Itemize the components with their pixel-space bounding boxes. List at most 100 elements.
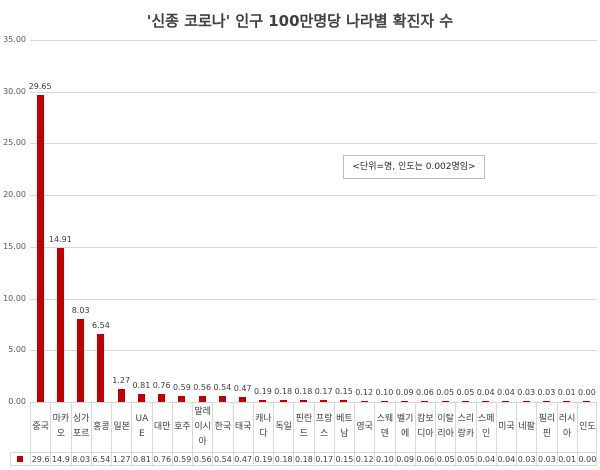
category-label: 핀란 드 — [293, 402, 313, 452]
table-border — [596, 402, 597, 466]
category-label: 필리 핀 — [536, 402, 556, 452]
category-label: 스웨 덴 — [374, 402, 394, 452]
bar[interactable] — [563, 400, 571, 402]
table-value: 0.04 — [495, 452, 516, 466]
category-label: 프랑 스 — [313, 402, 334, 452]
data-label: 0.17 — [314, 387, 333, 397]
table-value: 0.19 — [252, 452, 273, 466]
table-value: 0.09 — [394, 452, 415, 466]
bar[interactable] — [542, 400, 550, 402]
data-label: 0.47 — [233, 384, 252, 394]
category-label: 캄보 디아 — [414, 402, 435, 452]
bar[interactable] — [360, 400, 368, 402]
table-value: 0.06 — [414, 452, 435, 466]
category-label: 대만 — [151, 402, 172, 452]
bar[interactable] — [482, 400, 490, 402]
data-label: 14.91 — [48, 234, 72, 244]
chart-title: '신종 코로나' 인구 100만명당 나라별 확진자 수 — [146, 12, 454, 30]
category-label: 싱가 포르 — [70, 402, 91, 452]
data-label: 0.81 — [132, 380, 151, 390]
category-label: UAE — [131, 402, 151, 452]
y-axis-tick: 20.00 — [3, 190, 26, 199]
category-label: 이탈 리아 — [435, 402, 455, 452]
category-label: 인도 — [576, 402, 597, 452]
y-axis-tick: 10.00 — [3, 294, 26, 303]
data-label: 0.19 — [253, 387, 272, 397]
table-value: 0.18 — [293, 452, 314, 466]
table-value: 0.76 — [151, 452, 172, 466]
bar[interactable] — [461, 400, 469, 402]
bar[interactable] — [178, 395, 186, 402]
data-label: 0.05 — [456, 387, 475, 397]
category-label: 중국 — [30, 402, 50, 452]
category-label: 미국 — [495, 402, 516, 452]
bar[interactable] — [320, 400, 328, 402]
y-axis-tick: 5.00 — [8, 345, 26, 354]
gridline — [30, 143, 597, 144]
category-label: 캐나 다 — [252, 402, 273, 452]
table-value: 0.59 — [171, 452, 192, 466]
bar[interactable] — [56, 247, 64, 402]
data-label: 0.18 — [294, 387, 313, 397]
table-value: 0.00 — [576, 452, 597, 466]
data-label: 0.03 — [517, 387, 536, 397]
gridline — [30, 247, 597, 248]
data-label: 0.04 — [496, 387, 515, 397]
legend-cell — [10, 452, 30, 466]
bar[interactable] — [259, 400, 267, 402]
bar[interactable] — [583, 401, 591, 402]
table-value: 0.17 — [313, 452, 334, 466]
bar[interactable] — [198, 396, 206, 402]
bar[interactable] — [299, 400, 307, 402]
category-label: 베트 남 — [333, 402, 354, 452]
data-label: 0.12 — [355, 387, 374, 397]
category-label: 호주 — [171, 402, 192, 452]
bar[interactable] — [239, 397, 247, 402]
y-axis-tick: 30.00 — [3, 87, 26, 96]
table-value: 0.54 — [212, 452, 233, 466]
data-label: 6.54 — [91, 321, 110, 331]
y-axis-tick: 0.00 — [8, 397, 26, 406]
data-label: 0.56 — [193, 383, 212, 393]
bar[interactable] — [218, 396, 226, 402]
table-value: 6.54 — [90, 452, 111, 466]
category-label: 한국 — [212, 402, 232, 452]
category-label: 네팔 — [516, 402, 536, 452]
data-label: 0.05 — [436, 387, 455, 397]
gridline — [30, 299, 597, 300]
table-value: 8.03 — [70, 452, 91, 466]
table-value: 0.56 — [192, 452, 213, 466]
table-value: 0.10 — [374, 452, 395, 466]
table-value: 0.05 — [455, 452, 476, 466]
data-label: 0.03 — [537, 387, 556, 397]
bar[interactable] — [421, 400, 429, 402]
category-label: 스페 인 — [475, 402, 496, 452]
bar[interactable] — [36, 95, 44, 402]
bar[interactable] — [401, 400, 409, 402]
bar[interactable] — [279, 400, 287, 402]
legend-swatch — [17, 456, 23, 462]
category-label: 독일 — [273, 402, 293, 452]
bar[interactable] — [97, 334, 105, 402]
bar[interactable] — [380, 400, 388, 402]
bar[interactable] — [502, 400, 510, 402]
table-value: 0.04 — [475, 452, 496, 466]
data-label: 0.59 — [172, 382, 191, 392]
bar[interactable] — [77, 318, 85, 402]
bar[interactable] — [340, 400, 348, 402]
category-label: 일본 — [111, 402, 131, 452]
data-label: 0.15 — [334, 387, 353, 397]
bar[interactable] — [522, 400, 530, 402]
table-value: 1.27 — [111, 452, 132, 466]
bar[interactable] — [137, 393, 145, 402]
gridline — [30, 195, 597, 196]
table-value: 0.12 — [354, 452, 375, 466]
bar[interactable] — [158, 394, 166, 402]
data-label: 0.09 — [395, 387, 414, 397]
bar[interactable] — [117, 388, 125, 402]
bar[interactable] — [441, 400, 449, 402]
data-label: 0.76 — [152, 381, 171, 391]
data-label: 29.65 — [28, 82, 52, 92]
data-label: 8.03 — [71, 305, 90, 315]
y-axis-tick: 35.00 — [3, 35, 26, 44]
